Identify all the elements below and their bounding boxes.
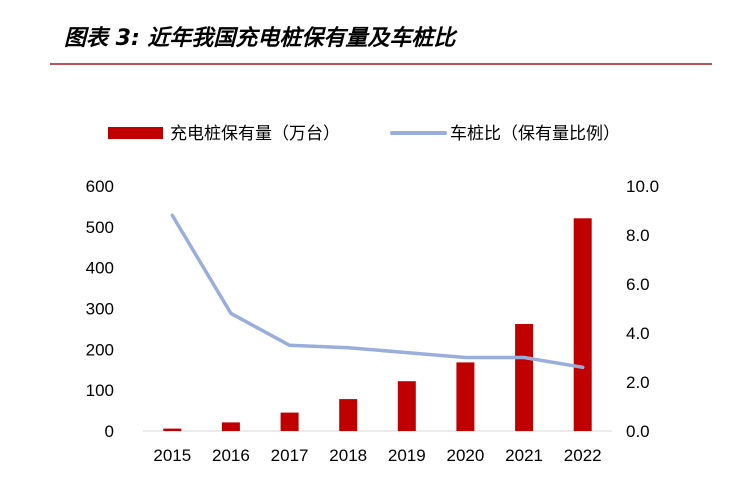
- y-right-tick-label: 0.0: [626, 422, 650, 441]
- y-left-tick-label: 600: [86, 177, 114, 196]
- bar-2017: [280, 412, 299, 431]
- y-axis-left-ticks: 0 100 200 300 400 500 600: [86, 177, 114, 441]
- y-left-tick-label: 100: [86, 381, 114, 400]
- x-axis-ticks: 2015 2016 2017 2018 2019 2020 2021 2022: [153, 446, 601, 465]
- line-point-2017: [288, 343, 292, 347]
- y-left-tick-label: 200: [86, 340, 114, 359]
- x-tick-label: 2017: [271, 446, 309, 465]
- y-axis-right-ticks: 0.0 2.0 4.0 6.0 8.0 10.0: [626, 177, 659, 441]
- y-left-tick-label: 500: [86, 218, 114, 237]
- line-point-2015: [170, 213, 174, 217]
- x-tick-label: 2018: [329, 446, 367, 465]
- y-right-tick-label: 6.0: [626, 275, 650, 294]
- x-tick-label: 2015: [153, 446, 191, 465]
- bars-group: [163, 218, 592, 431]
- legend-label-line: 车桩比（保有量比例）: [450, 124, 620, 144]
- line-point-2019: [405, 351, 409, 355]
- bar-2021: [515, 324, 534, 431]
- y-left-tick-label: 0: [105, 422, 114, 441]
- x-tick-label: 2021: [505, 446, 543, 465]
- line-series-path: [170, 213, 585, 370]
- line-point-2016: [229, 311, 233, 315]
- x-tick-label: 2016: [212, 446, 250, 465]
- y-right-tick-label: 2.0: [626, 373, 650, 392]
- y-left-tick-label: 300: [86, 300, 114, 319]
- bar-2022: [573, 218, 592, 431]
- line-series-group: [170, 213, 585, 370]
- line-point-2018: [346, 346, 350, 350]
- legend: 充电桩保有量（万台） 车桩比（保有量比例）: [108, 124, 620, 144]
- line-point-2020: [463, 356, 467, 359]
- line-point-2022: [581, 365, 585, 369]
- bar-2018: [339, 399, 358, 431]
- x-tick-label: 2019: [388, 446, 426, 465]
- legend-swatch-bar: [108, 127, 163, 139]
- y-right-tick-label: 8.0: [626, 226, 650, 245]
- x-tick-label: 2022: [564, 446, 602, 465]
- y-right-tick-label: 10.0: [626, 177, 659, 196]
- y-right-tick-label: 4.0: [626, 324, 650, 343]
- y-left-tick-label: 400: [86, 259, 114, 278]
- line-point-2021: [522, 356, 526, 359]
- bar-2016: [221, 422, 240, 431]
- bar-2015: [163, 428, 182, 431]
- bar-2020: [456, 362, 475, 431]
- chart-title: 图表 3: 近年我国充电桩保有量及车桩比: [64, 25, 458, 51]
- bar-2019: [397, 381, 416, 431]
- legend-label-bar: 充电桩保有量（万台）: [170, 124, 340, 144]
- x-tick-label: 2020: [446, 446, 484, 465]
